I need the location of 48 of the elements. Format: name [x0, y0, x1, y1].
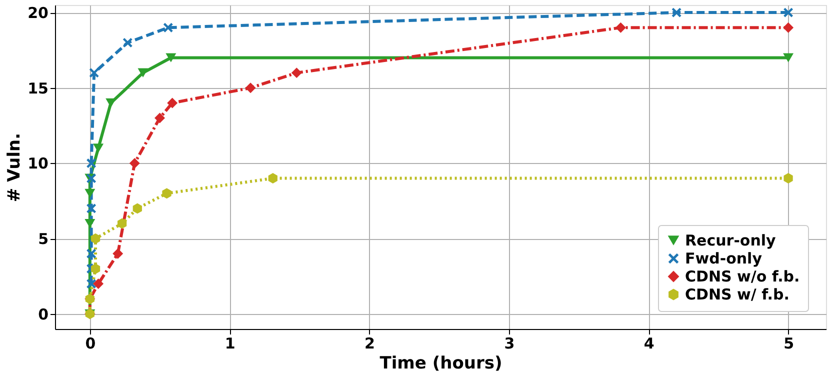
point: [615, 22, 626, 33]
y-tick-label: 10: [28, 154, 48, 173]
point: [117, 218, 127, 229]
point: [784, 173, 793, 184]
x-tick-label: 3: [504, 334, 515, 352]
point: [93, 278, 104, 290]
point: [162, 188, 172, 199]
point: [163, 22, 173, 32]
point: [129, 158, 140, 168]
legend-label: CDNS w/o f.b.: [685, 268, 800, 286]
point: [167, 98, 178, 108]
point: [122, 38, 132, 48]
y-tick-label: 5: [38, 230, 48, 248]
point: [84, 188, 96, 198]
x-tick-label: 5: [784, 334, 794, 352]
legend-label: CDNS w/ f.b.: [685, 286, 790, 304]
point: [783, 22, 794, 33]
x-tick-label: 0: [85, 334, 96, 352]
y-axis-title: # Vuln.: [4, 132, 25, 202]
point: [86, 204, 96, 214]
x-tick-label: 4: [644, 334, 654, 352]
point: [86, 158, 96, 168]
x-axis-title: Time (hours): [380, 354, 502, 374]
y-tick-label: 15: [28, 79, 48, 98]
point: [86, 279, 96, 289]
point: [132, 203, 142, 214]
point: [90, 233, 100, 244]
point: [268, 173, 278, 184]
x-tick-label: 2: [364, 334, 375, 352]
legend-label: Recur-only: [685, 232, 776, 250]
point: [90, 263, 100, 274]
point: [112, 248, 124, 259]
point: [89, 68, 99, 78]
point: [784, 8, 794, 18]
x-tick-label: 1: [224, 334, 236, 352]
point: [93, 144, 104, 153]
point: [783, 53, 794, 62]
point: [291, 68, 302, 78]
y-tick-label: 0: [38, 305, 48, 324]
point: [245, 82, 256, 94]
point: [154, 112, 165, 124]
point: [86, 248, 96, 258]
point: [166, 53, 176, 62]
point: [138, 68, 148, 78]
point: [672, 8, 682, 18]
legend-label: Fwd-only: [685, 250, 762, 268]
point: [84, 218, 96, 228]
y-tick-label: 20: [28, 4, 48, 22]
